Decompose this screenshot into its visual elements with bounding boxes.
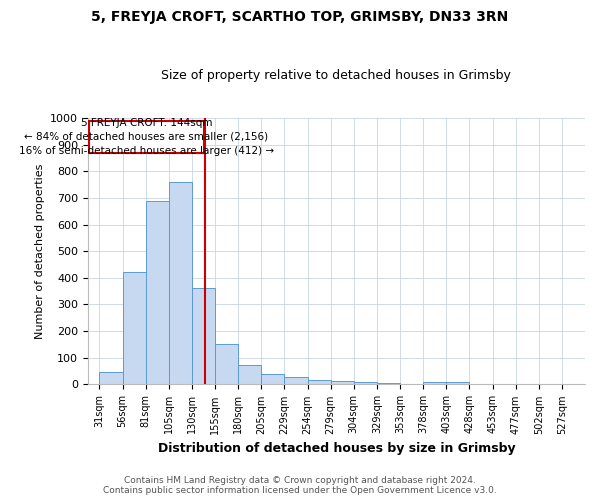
Bar	[146, 200, 169, 384]
Bar	[215, 344, 238, 385]
FancyBboxPatch shape	[89, 120, 203, 152]
Bar	[122, 272, 146, 384]
Bar	[169, 182, 192, 384]
Bar	[377, 383, 400, 384]
Bar	[261, 374, 284, 384]
Bar	[423, 382, 446, 384]
Text: 5, FREYJA CROFT, SCARTHO TOP, GRIMSBY, DN33 3RN: 5, FREYJA CROFT, SCARTHO TOP, GRIMSBY, D…	[91, 10, 509, 24]
Bar	[446, 382, 469, 384]
Y-axis label: Number of detached properties: Number of detached properties	[35, 164, 44, 339]
Bar	[100, 372, 122, 384]
Bar	[284, 377, 308, 384]
Bar	[192, 288, 215, 384]
Bar	[354, 382, 377, 384]
Text: Contains HM Land Registry data © Crown copyright and database right 2024.
Contai: Contains HM Land Registry data © Crown c…	[103, 476, 497, 495]
X-axis label: Distribution of detached houses by size in Grimsby: Distribution of detached houses by size …	[158, 442, 515, 455]
Bar	[308, 380, 331, 384]
Bar	[238, 365, 261, 384]
Text: 5 FREYJA CROFT: 144sqm
← 84% of detached houses are smaller (2,156)
16% of semi-: 5 FREYJA CROFT: 144sqm ← 84% of detached…	[19, 118, 274, 156]
Title: Size of property relative to detached houses in Grimsby: Size of property relative to detached ho…	[161, 69, 511, 82]
Bar	[331, 381, 354, 384]
